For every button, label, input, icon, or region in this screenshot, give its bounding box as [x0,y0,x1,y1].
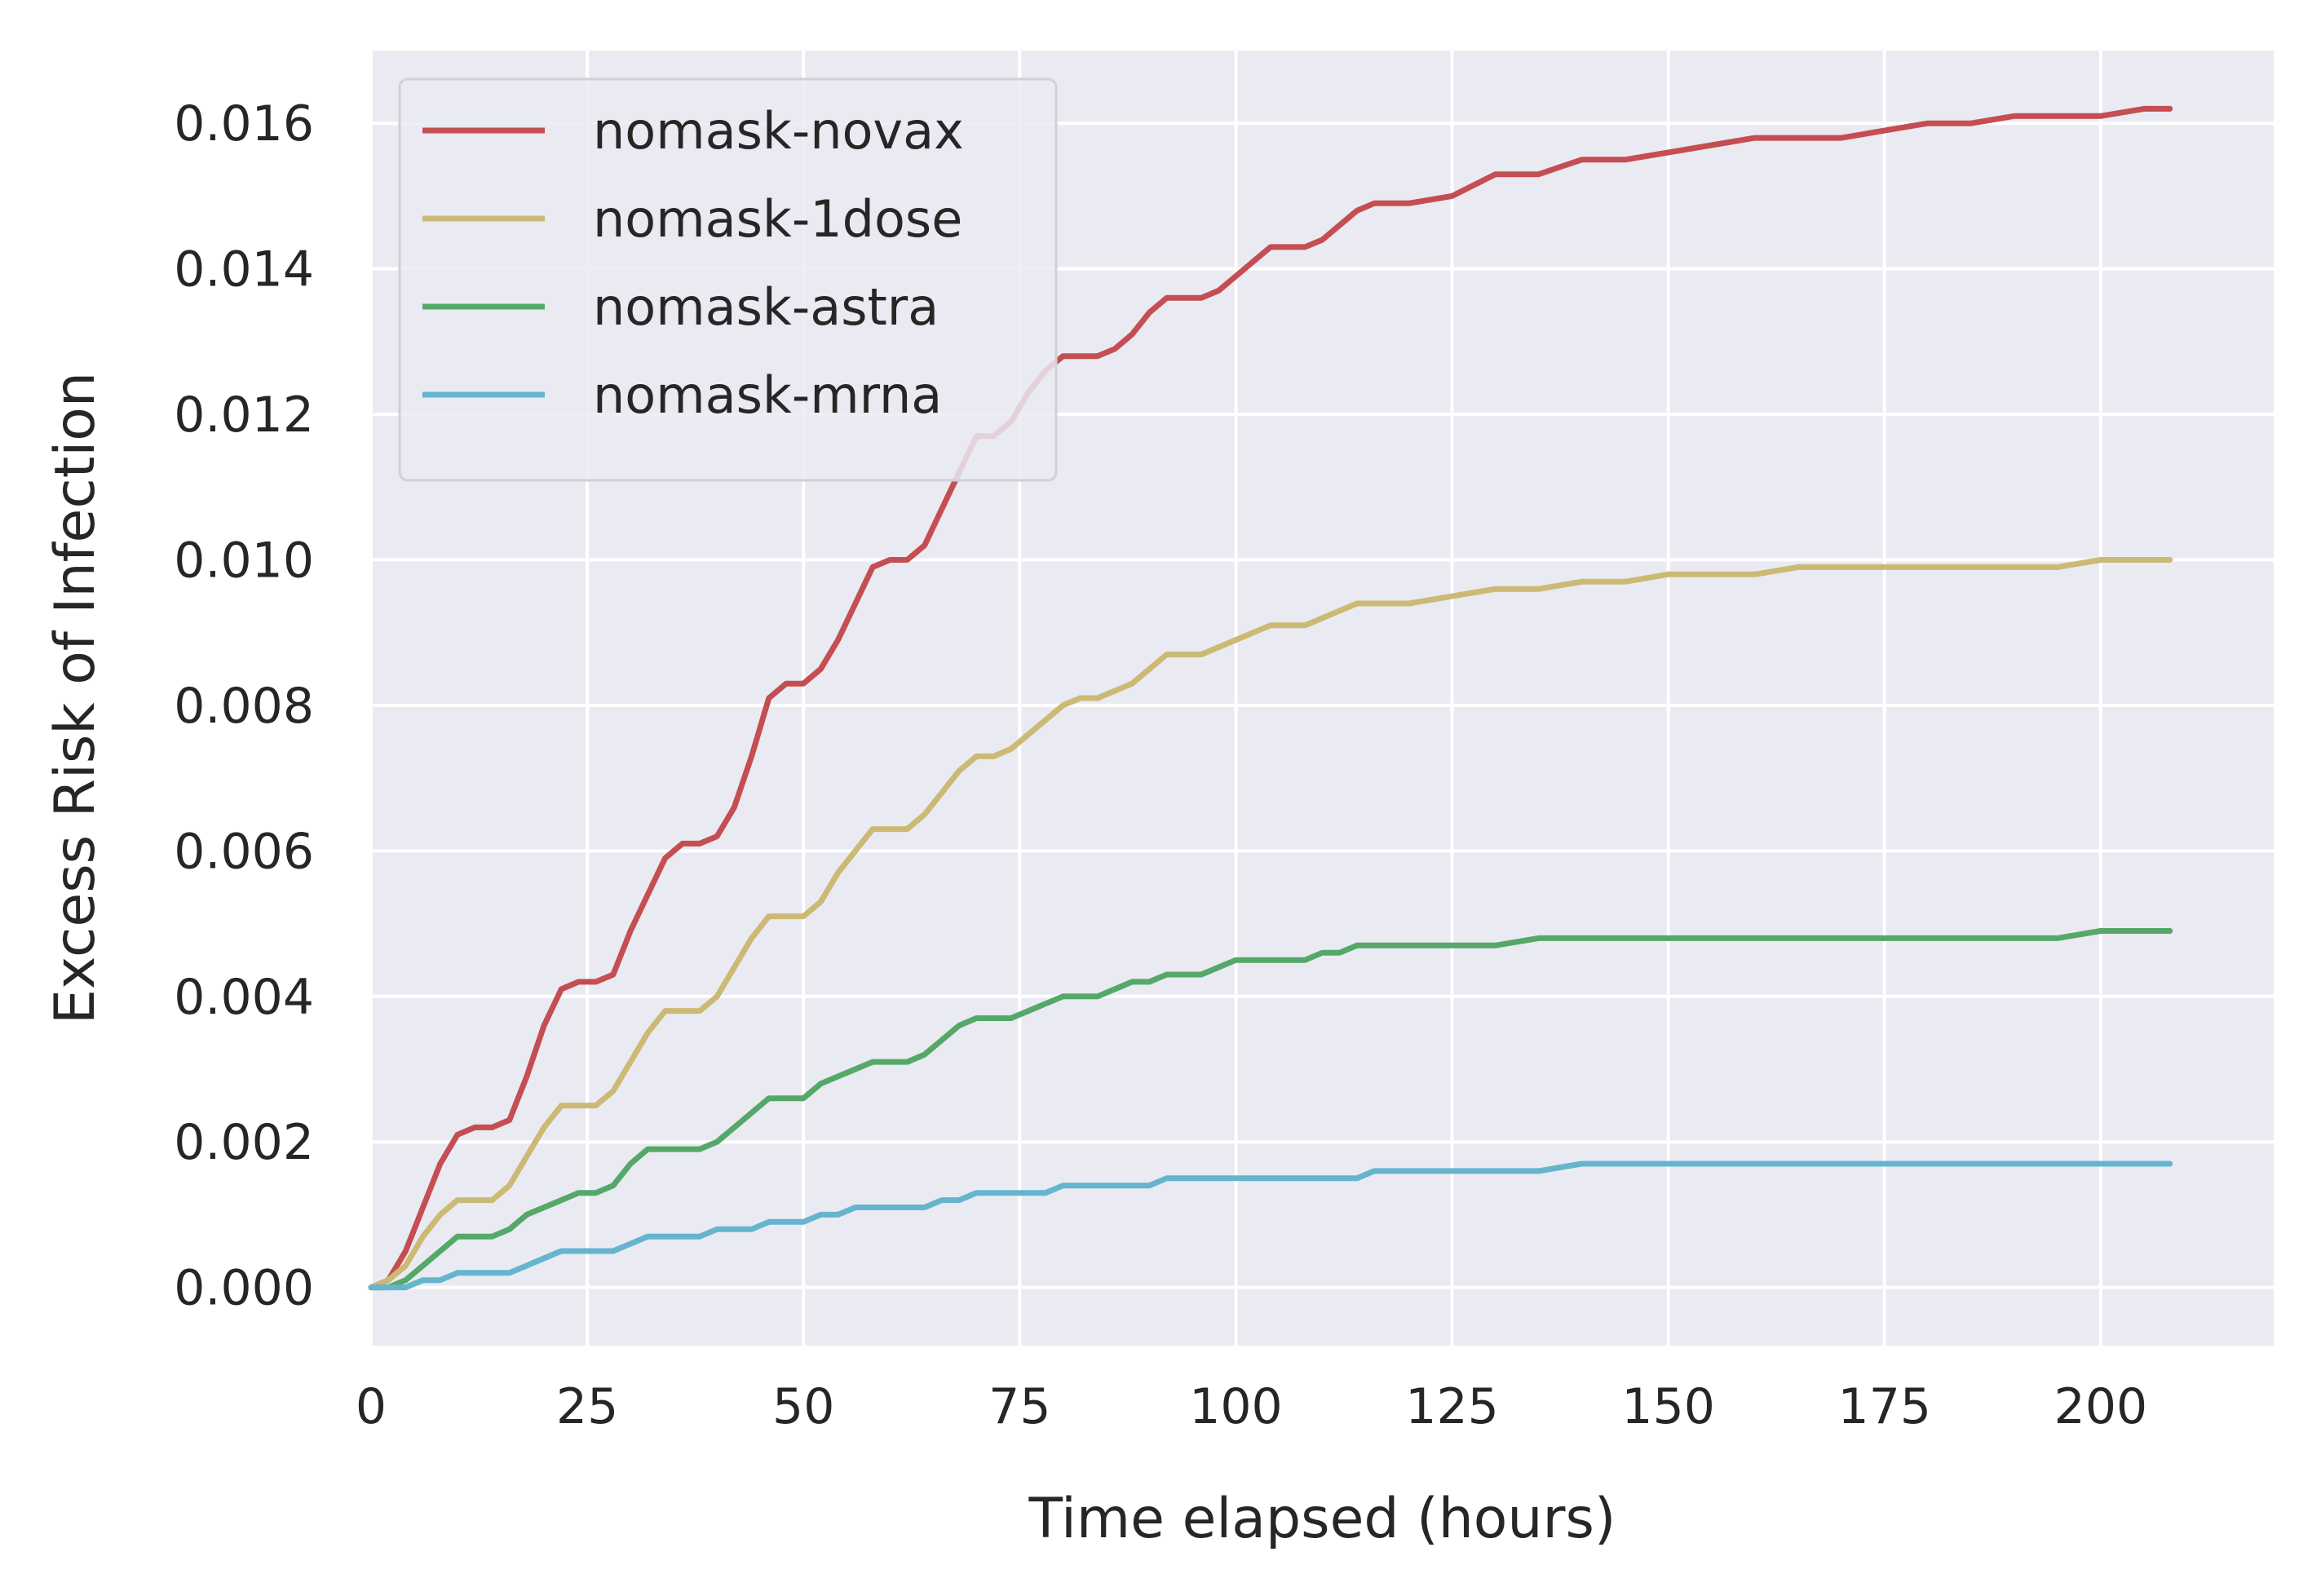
x-tick-label: 25 [556,1378,618,1435]
y-tick-label: 0.008 [174,678,314,735]
legend-label: nomask-mrna [593,365,942,425]
y-axis-label: Excess Risk of Infection [43,372,108,1024]
legend-box [398,77,1058,482]
y-tick-label: 0.006 [174,823,314,880]
x-tick-label: 125 [1405,1378,1499,1435]
y-axis-ticks: 0.000 0.002 0.004 0.006 0.008 0.010 0.012 0.014… [174,95,314,1316]
x-tick-label: 50 [772,1378,834,1435]
x-axis-label: Time elapsed (hours) [1028,1487,1616,1551]
series-line-nomask-mrna [368,1161,2173,1291]
x-tick-label: 150 [1621,1378,1715,1435]
series-line-nomask-1dose [368,557,2173,1291]
series-line-nomask-astra [368,928,2173,1291]
legend: nomask-novax nomask-1dose nomask-astra noma… [398,77,1058,482]
x-tick-label: 175 [1838,1378,1932,1435]
y-tick-label: 0.000 [174,1260,314,1317]
y-tick-label: 0.002 [174,1114,314,1171]
legend-label: nomask-1dose [593,189,962,249]
y-tick-label: 0.016 [174,95,314,153]
x-tick-label: 200 [2054,1378,2148,1435]
y-tick-label: 0.012 [174,387,314,444]
x-tick-label: 100 [1189,1378,1283,1435]
legend-label: nomask-astra [593,277,939,337]
x-axis-ticks: 0 25 50 75 100 125 150 175 200 [356,1378,2147,1435]
x-tick-label: 75 [988,1378,1050,1435]
y-tick-label: 0.010 [174,532,314,589]
y-tick-label: 0.014 [174,241,314,298]
y-tick-label: 0.004 [174,969,314,1026]
legend-label: nomask-novax [593,101,964,161]
x-tick-label: 0 [356,1378,387,1435]
